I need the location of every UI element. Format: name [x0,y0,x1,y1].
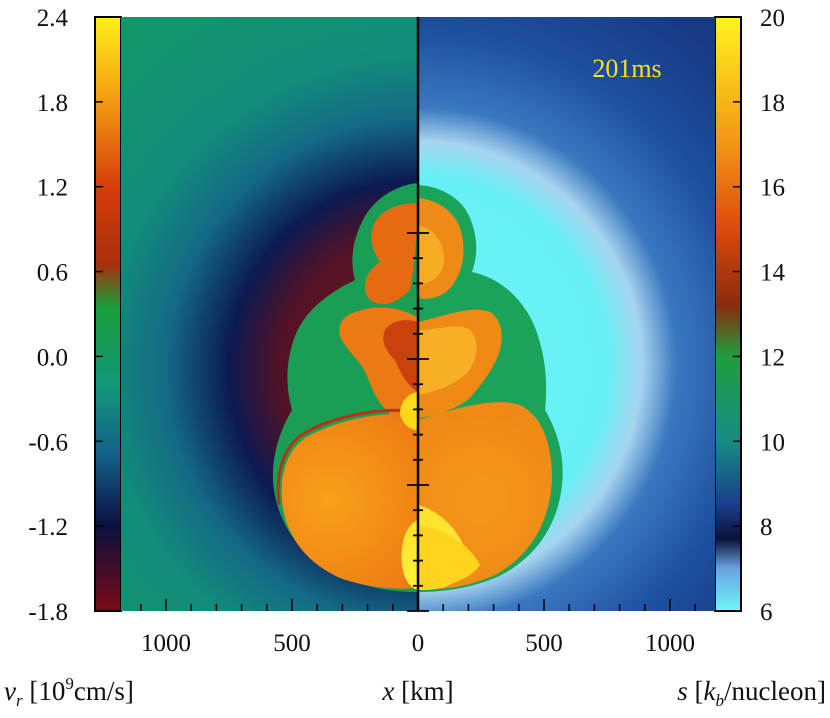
right-tick-label: 14 [760,260,786,287]
left-red-ring-edge [276,408,418,506]
right-tick-label: 12 [760,344,785,371]
left-tick-label: 0.6 [37,260,68,287]
time-label: 201ms [592,54,661,83]
right-tick-label: 8 [760,514,773,541]
left-colorbar-tick-labels: 2.4 1.8 1.2 0.6 0.0 -0.6 -1.2 -1.8 [28,5,68,626]
x-axis-tick-labels: 1000 500 0 500 1000 [141,630,695,657]
right-tick-label: 18 [760,90,785,117]
left-tick-label: -1.2 [28,514,68,541]
left-tick-label: 2.4 [37,5,69,32]
right-tick-label: 20 [760,5,785,32]
left-upper-plume [364,203,418,305]
left-tick-label: 1.8 [37,90,68,117]
left-tick-label: 1.2 [37,175,68,202]
right-middle-plume-core [418,326,477,395]
right-tick-label: 16 [760,175,785,202]
x-tick-label: 0 [412,630,425,657]
x-tick-label: 500 [273,630,311,657]
x-axis-label: x [km] [381,676,453,706]
left-yellow-core [401,520,418,590]
right-tick-label: 10 [760,429,785,456]
right-yellow-band [418,525,480,590]
right-colorbar [715,17,741,611]
left-tick-label: -1.8 [28,599,68,626]
x-tick-label: 500 [525,630,563,657]
x-tick-label: 1000 [645,630,695,657]
left-colorbar [95,17,121,611]
right-colorbar-ticks [733,16,741,612]
bottom-axis-ticks [140,599,696,611]
right-tick-label: 6 [760,599,773,626]
left-middle-plume-dark [383,320,418,392]
left-colorbar-label: vr [109cm/s] [4,674,134,710]
right-panel-entropy [418,17,715,611]
right-upper-plume-core [418,225,445,285]
right-colorbar-tick-labels: 20 18 16 14 12 10 8 6 [760,5,786,626]
left-tick-label: 0.0 [37,344,68,371]
left-colorbar-ticks [95,16,103,612]
left-tick-label: -0.6 [28,429,68,456]
right-colorbar-label: s [kb/nucleon] [677,676,826,710]
left-yellow-spot [400,392,418,430]
left-hot-bubble [281,413,418,589]
left-panel-velocity [121,17,418,611]
x-tick-label: 1000 [141,630,191,657]
